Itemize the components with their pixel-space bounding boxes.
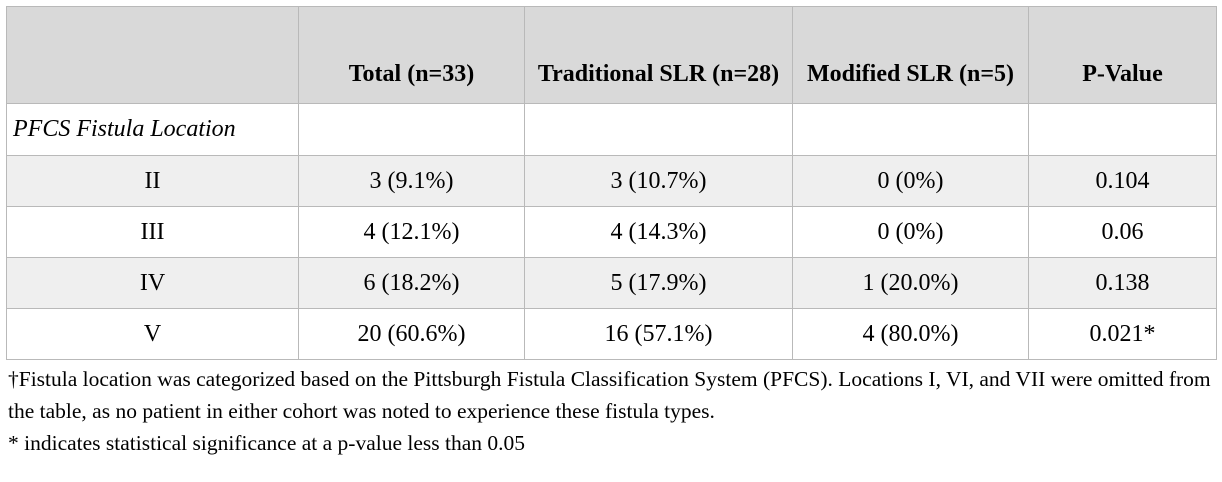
section-label: PFCS Fistula Location xyxy=(6,103,299,156)
cell-location: II xyxy=(6,155,299,207)
cell-location: III xyxy=(6,206,299,258)
header-traditional-slr: Traditional SLR (n=28) xyxy=(524,6,793,104)
table-row: III 4 (12.1%) 4 (14.3%) 0 (0%) 0.06 xyxy=(6,206,1217,258)
table-row: IV 6 (18.2%) 5 (17.9%) 1 (20.0%) 0.138 xyxy=(6,257,1217,309)
cell-total: 4 (12.1%) xyxy=(298,206,525,258)
cell-p-value: 0.138 xyxy=(1028,257,1217,309)
table-row: II 3 (9.1%) 3 (10.7%) 0 (0%) 0.104 xyxy=(6,155,1217,207)
table-row: V 20 (60.6%) 16 (57.1%) 4 (80.0%) 0.021* xyxy=(6,308,1217,360)
table-header-row: Total (n=33) Traditional SLR (n=28) Modi… xyxy=(6,6,1217,104)
cell-modified: 1 (20.0%) xyxy=(792,257,1029,309)
cell-modified: 0 (0%) xyxy=(792,155,1029,207)
section-empty-cell xyxy=(524,103,793,156)
cell-modified: 4 (80.0%) xyxy=(792,308,1029,360)
fistula-location-table: Total (n=33) Traditional SLR (n=28) Modi… xyxy=(6,6,1217,360)
cell-location: IV xyxy=(6,257,299,309)
cell-p-value: 0.104 xyxy=(1028,155,1217,207)
section-row: PFCS Fistula Location xyxy=(6,103,1217,156)
table-footnotes: †Fistula location was categorized based … xyxy=(8,363,1218,459)
footnote-significance: * indicates statistical significance at … xyxy=(8,431,526,455)
cell-location: V xyxy=(6,308,299,360)
cell-p-value: 0.06 xyxy=(1028,206,1217,258)
header-total: Total (n=33) xyxy=(298,6,525,104)
cell-modified: 0 (0%) xyxy=(792,206,1029,258)
cell-total: 3 (9.1%) xyxy=(298,155,525,207)
cell-traditional: 5 (17.9%) xyxy=(524,257,793,309)
header-p-value: P-Value xyxy=(1028,6,1217,104)
cell-traditional: 4 (14.3%) xyxy=(524,206,793,258)
footnote-pfcs: †Fistula location was categorized based … xyxy=(8,367,1211,423)
cell-total: 20 (60.6%) xyxy=(298,308,525,360)
cell-total: 6 (18.2%) xyxy=(298,257,525,309)
cell-traditional: 16 (57.1%) xyxy=(524,308,793,360)
cell-p-value-significant: 0.021* xyxy=(1028,308,1217,360)
cell-traditional: 3 (10.7%) xyxy=(524,155,793,207)
header-empty-cell xyxy=(6,6,299,104)
section-empty-cell xyxy=(298,103,525,156)
section-empty-cell xyxy=(792,103,1029,156)
header-modified-slr: Modified SLR (n=5) xyxy=(792,6,1029,104)
section-empty-cell xyxy=(1028,103,1217,156)
